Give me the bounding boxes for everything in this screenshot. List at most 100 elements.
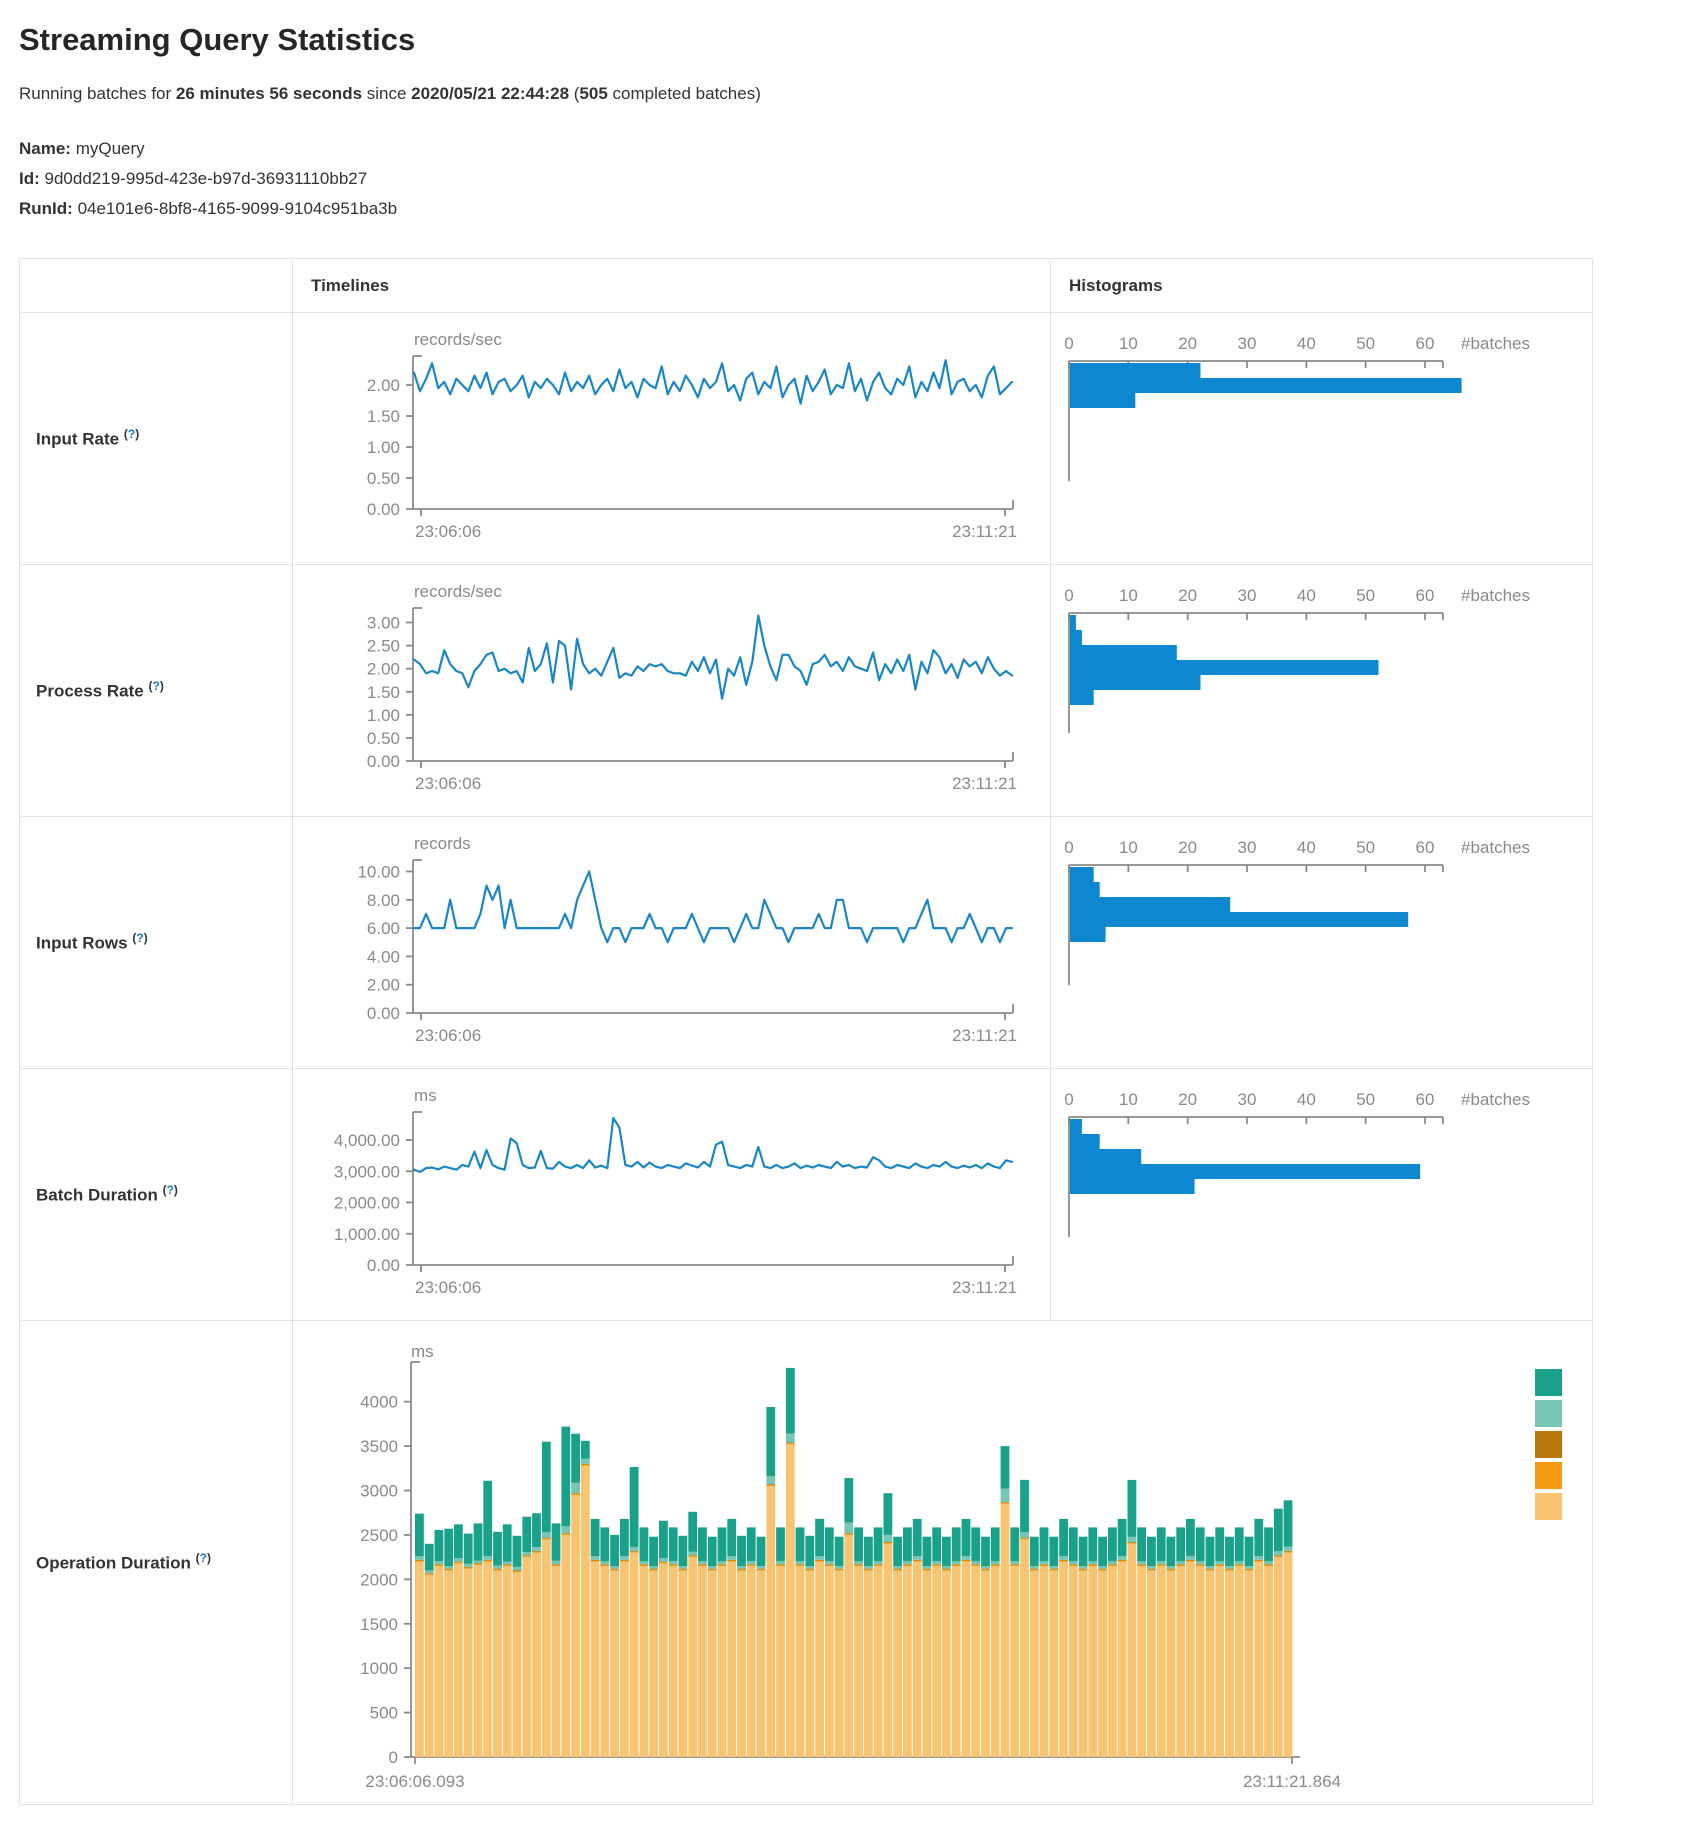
svg-text:23:06:06: 23:06:06 xyxy=(415,1278,481,1297)
svg-text:50: 50 xyxy=(1356,1090,1375,1109)
svg-text:1500: 1500 xyxy=(360,1615,398,1634)
svg-text:3.00: 3.00 xyxy=(367,614,400,633)
help-icon[interactable]: (?) xyxy=(162,1183,178,1198)
summary-mid: since xyxy=(362,84,412,103)
help-icon[interactable]: (?) xyxy=(195,1551,211,1566)
svg-text:23:11:21: 23:11:21 xyxy=(952,1278,1017,1297)
query-id-value: 9d0dd219-995d-423e-b97d-36931110bb27 xyxy=(44,169,368,188)
svg-text:23:06:06.093: 23:06:06.093 xyxy=(365,1772,464,1791)
svg-text:20: 20 xyxy=(1178,838,1197,857)
svg-text:10: 10 xyxy=(1119,838,1138,857)
table-row: Input Rate (?) records/sec 2.00 1.50 1.00 0.… xyxy=(19,312,1593,565)
svg-text:40: 40 xyxy=(1297,1090,1316,1109)
svg-text:30: 30 xyxy=(1238,838,1257,857)
svg-text:0.00: 0.00 xyxy=(367,752,400,771)
process-rate-timeline-cell: records/sec 3.00 2.50 2.00 1.50 1.00 0.50 0.00 2… xyxy=(292,564,1051,817)
svg-text:0: 0 xyxy=(1064,838,1073,857)
svg-text:#batches: #batches xyxy=(1461,1090,1530,1109)
svg-text:2000: 2000 xyxy=(360,1570,398,1589)
svg-text:20: 20 xyxy=(1178,586,1197,605)
batch-duration-histogram-chart: 0 10 20 30 40 50 60 #batches xyxy=(1051,1069,1592,1315)
svg-text:2.00: 2.00 xyxy=(367,660,400,679)
row-label-process-rate: Process Rate (?) xyxy=(19,564,293,817)
summary-batch-count: 505 xyxy=(579,84,608,103)
input-rate-timeline-chart: records/sec 2.00 1.50 1.00 0.50 0.00 23:06:06 2… xyxy=(293,313,1050,559)
query-runid-line: RunId: 04e101e6-8bf8-4165-9099-9104c951b… xyxy=(19,194,1693,224)
batch-duration-histogram-cell: 0 10 20 30 40 50 60 #batches xyxy=(1050,1068,1593,1321)
svg-text:0.50: 0.50 xyxy=(367,469,400,488)
svg-text:records/sec: records/sec xyxy=(414,330,502,349)
svg-text:4.00: 4.00 xyxy=(367,947,400,966)
svg-text:2,000.00: 2,000.00 xyxy=(334,1194,400,1213)
header-empty-cell xyxy=(19,258,293,313)
operation-duration-chart: ms 4000 3500 3000 2500 2000 1500 1000 500 0 23:06:… xyxy=(293,1321,1592,1800)
input-rows-histogram-chart: 0 10 20 30 40 50 60 #batches xyxy=(1051,817,1592,1063)
row-label-text: Operation Duration xyxy=(36,1553,191,1573)
batch-duration-timeline-chart: ms 4,000.00 3,000.00 2,000.00 1,000.00 0.00 23… xyxy=(293,1069,1050,1315)
svg-text:ms: ms xyxy=(411,1342,434,1361)
query-name-label: Name: xyxy=(19,139,71,158)
table-row: Operation Duration (?) ms 4000 3500 3000 250… xyxy=(19,1320,1593,1805)
svg-text:23:11:21.864: 23:11:21.864 xyxy=(1243,1772,1341,1791)
svg-text:500: 500 xyxy=(370,1704,398,1723)
query-name-value: myQuery xyxy=(75,139,145,158)
svg-text:records/sec: records/sec xyxy=(414,582,502,601)
svg-text:8.00: 8.00 xyxy=(367,891,400,910)
table-row: Process Rate (?) records/sec 3.00 2.50 2.00… xyxy=(19,564,1593,817)
row-label-text: Process Rate xyxy=(36,681,144,701)
svg-text:50: 50 xyxy=(1356,334,1375,353)
row-label-text: Input Rows xyxy=(36,933,128,953)
svg-text:40: 40 xyxy=(1297,838,1316,857)
svg-text:6.00: 6.00 xyxy=(367,919,400,938)
summary-duration: 26 minutes 56 seconds xyxy=(175,84,363,103)
svg-text:40: 40 xyxy=(1297,586,1316,605)
svg-text:30: 30 xyxy=(1238,586,1257,605)
svg-text:23:06:06: 23:06:06 xyxy=(415,522,481,541)
svg-text:#batches: #batches xyxy=(1461,586,1530,605)
svg-text:60: 60 xyxy=(1416,1090,1435,1109)
process-rate-histogram-chart: 0 10 20 30 40 50 60 #batches xyxy=(1051,565,1592,811)
svg-text:10: 10 xyxy=(1119,586,1138,605)
header-histograms: Histograms xyxy=(1050,258,1593,313)
table-row: Input Rows (?) records 10.00 8.00 6.00 4.00 2… xyxy=(19,816,1593,1069)
query-meta: Name: myQuery Id: 9d0dd219-995d-423e-b97… xyxy=(19,134,1693,224)
svg-text:20: 20 xyxy=(1178,1090,1197,1109)
input-rows-timeline-chart: records 10.00 8.00 6.00 4.00 2.00 0.00 23:06:06… xyxy=(293,817,1050,1063)
table-row: Batch Duration (?) ms 4,000.00 3,000.00 2,0… xyxy=(19,1068,1593,1321)
svg-text:4,000.00: 4,000.00 xyxy=(334,1131,400,1150)
svg-text:0.50: 0.50 xyxy=(367,729,400,748)
svg-text:#batches: #batches xyxy=(1461,838,1530,857)
table-header-row: Timelines Histograms xyxy=(19,258,1593,313)
row-label-text: Batch Duration xyxy=(36,1185,158,1205)
input-rate-timeline-cell: records/sec 2.00 1.50 1.00 0.50 0.00 23:06:06 2… xyxy=(292,312,1051,565)
query-id-label: Id: xyxy=(19,169,40,188)
svg-text:0: 0 xyxy=(1064,334,1073,353)
svg-text:23:11:21: 23:11:21 xyxy=(952,1026,1017,1045)
svg-text:#batches: #batches xyxy=(1461,334,1530,353)
summary-prefix: Running batches for xyxy=(19,84,176,103)
help-icon[interactable]: (?) xyxy=(123,427,140,442)
svg-text:3500: 3500 xyxy=(360,1437,398,1456)
svg-text:2.00: 2.00 xyxy=(367,976,400,995)
svg-text:50: 50 xyxy=(1356,838,1375,857)
svg-text:40: 40 xyxy=(1297,334,1316,353)
row-label-operation-duration: Operation Duration (?) xyxy=(19,1320,293,1805)
svg-text:10: 10 xyxy=(1119,334,1138,353)
svg-text:2.50: 2.50 xyxy=(367,637,400,656)
svg-text:60: 60 xyxy=(1416,334,1435,353)
help-icon[interactable]: (?) xyxy=(132,931,148,946)
help-icon[interactable]: (?) xyxy=(148,679,164,694)
svg-text:1.00: 1.00 xyxy=(367,438,400,457)
svg-text:records: records xyxy=(414,834,471,853)
process-rate-histogram-cell: 0 10 20 30 40 50 60 #batches xyxy=(1050,564,1593,817)
svg-text:2.00: 2.00 xyxy=(367,376,400,395)
svg-text:0: 0 xyxy=(1064,1090,1073,1109)
svg-text:0: 0 xyxy=(389,1748,398,1767)
summary-paren-open: ( xyxy=(569,84,580,103)
svg-text:60: 60 xyxy=(1416,586,1435,605)
batches-summary: Running batches for 26 minutes 56 second… xyxy=(19,84,1693,104)
row-label-input-rows: Input Rows (?) xyxy=(19,816,293,1069)
page-title: Streaming Query Statistics xyxy=(19,22,416,57)
svg-text:23:11:21: 23:11:21 xyxy=(952,774,1017,793)
